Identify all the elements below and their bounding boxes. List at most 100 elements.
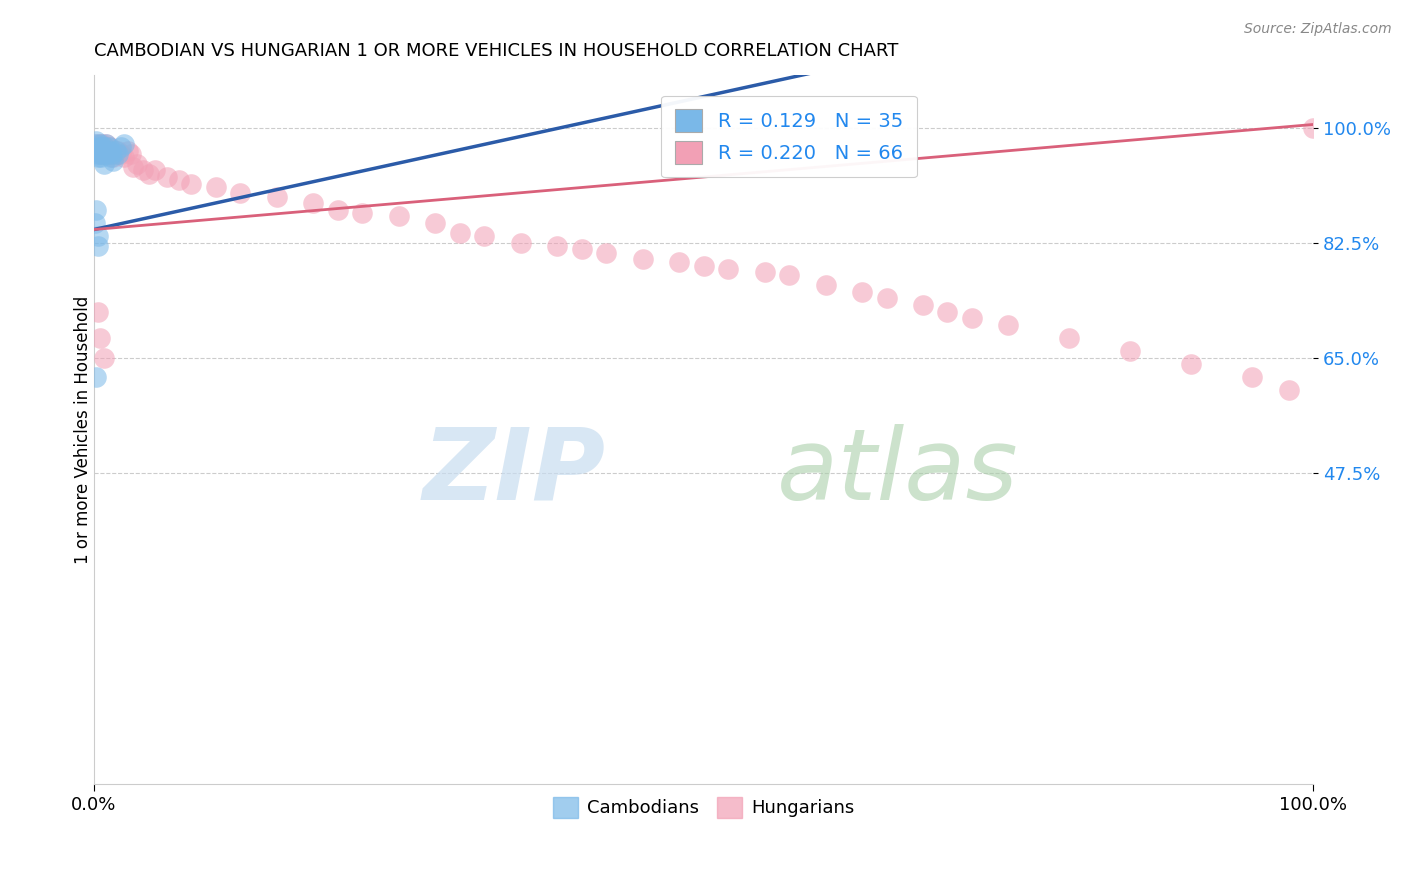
Point: [103, 153, 125, 168]
Point: [912, 298, 935, 312]
Point: [96, 144, 118, 158]
Point: [1278, 384, 1301, 398]
Point: [110, 147, 132, 161]
Point: [571, 242, 593, 256]
Point: [97, 147, 120, 161]
Point: [97, 140, 120, 154]
Point: [778, 268, 800, 283]
Point: [101, 147, 124, 161]
Text: CAMBODIAN VS HUNGARIAN 1 OR MORE VEHICLES IN HOUSEHOLD CORRELATION CHART: CAMBODIAN VS HUNGARIAN 1 OR MORE VEHICLE…: [94, 42, 898, 60]
Point: [692, 259, 714, 273]
Point: [180, 177, 202, 191]
Point: [98, 144, 121, 158]
Point: [388, 210, 411, 224]
Legend: Cambodians, Hungarians: Cambodians, Hungarians: [546, 789, 862, 825]
Text: Source: ZipAtlas.com: Source: ZipAtlas.com: [1244, 22, 1392, 37]
Point: [86, 304, 108, 318]
Point: [814, 278, 837, 293]
Point: [1119, 344, 1142, 359]
Point: [86, 137, 108, 152]
Point: [86, 144, 108, 158]
Point: [91, 147, 114, 161]
Point: [84, 216, 107, 230]
Point: [86, 140, 108, 154]
Point: [668, 255, 690, 269]
Point: [90, 144, 112, 158]
Point: [997, 318, 1019, 332]
Point: [86, 144, 108, 158]
Point: [326, 202, 349, 217]
Point: [93, 144, 115, 158]
Point: [84, 137, 107, 152]
Point: [90, 150, 112, 164]
Point: [87, 140, 110, 154]
Point: [103, 150, 125, 164]
Point: [851, 285, 873, 299]
Point: [89, 331, 111, 345]
Point: [89, 137, 111, 152]
Y-axis label: 1 or more Vehicles in Household: 1 or more Vehicles in Household: [75, 295, 91, 564]
Point: [112, 150, 135, 164]
Point: [87, 140, 110, 154]
Point: [98, 140, 121, 154]
Point: [94, 137, 117, 152]
Point: [229, 186, 252, 201]
Point: [94, 144, 117, 158]
Point: [143, 163, 166, 178]
Point: [266, 190, 288, 204]
Point: [120, 147, 142, 161]
Point: [595, 245, 617, 260]
Point: [472, 229, 495, 244]
Point: [96, 147, 118, 161]
Point: [107, 147, 129, 161]
Text: ZIP: ZIP: [423, 424, 606, 521]
Point: [91, 147, 114, 161]
Point: [87, 144, 110, 158]
Point: [86, 239, 108, 253]
Point: [205, 179, 228, 194]
Point: [93, 140, 115, 154]
Point: [110, 140, 132, 154]
Point: [122, 160, 145, 174]
Point: [107, 144, 129, 158]
Point: [754, 265, 776, 279]
Point: [546, 239, 568, 253]
Point: [352, 206, 374, 220]
Point: [91, 140, 114, 154]
Point: [1302, 120, 1324, 135]
Point: [425, 216, 447, 230]
Point: [94, 137, 117, 152]
Point: [89, 137, 111, 152]
Point: [94, 140, 117, 154]
Point: [131, 163, 153, 178]
Point: [717, 261, 740, 276]
Point: [631, 252, 654, 266]
Point: [94, 144, 117, 158]
Point: [86, 202, 108, 217]
Point: [169, 173, 191, 187]
Point: [101, 147, 124, 161]
Point: [86, 147, 108, 161]
Text: atlas: atlas: [776, 424, 1018, 521]
Point: [86, 150, 108, 164]
Point: [91, 137, 114, 152]
Point: [89, 147, 111, 161]
Point: [86, 370, 108, 384]
Point: [86, 134, 108, 148]
Point: [138, 167, 160, 181]
Point: [90, 144, 112, 158]
Point: [94, 147, 117, 161]
Point: [104, 147, 127, 161]
Point: [936, 304, 959, 318]
Point: [509, 235, 531, 250]
Point: [1241, 370, 1264, 384]
Point: [100, 150, 122, 164]
Point: [93, 157, 115, 171]
Point: [449, 226, 471, 240]
Point: [112, 137, 135, 152]
Point: [960, 311, 983, 326]
Point: [302, 196, 325, 211]
Point: [93, 351, 115, 365]
Point: [117, 144, 139, 158]
Point: [89, 147, 111, 161]
